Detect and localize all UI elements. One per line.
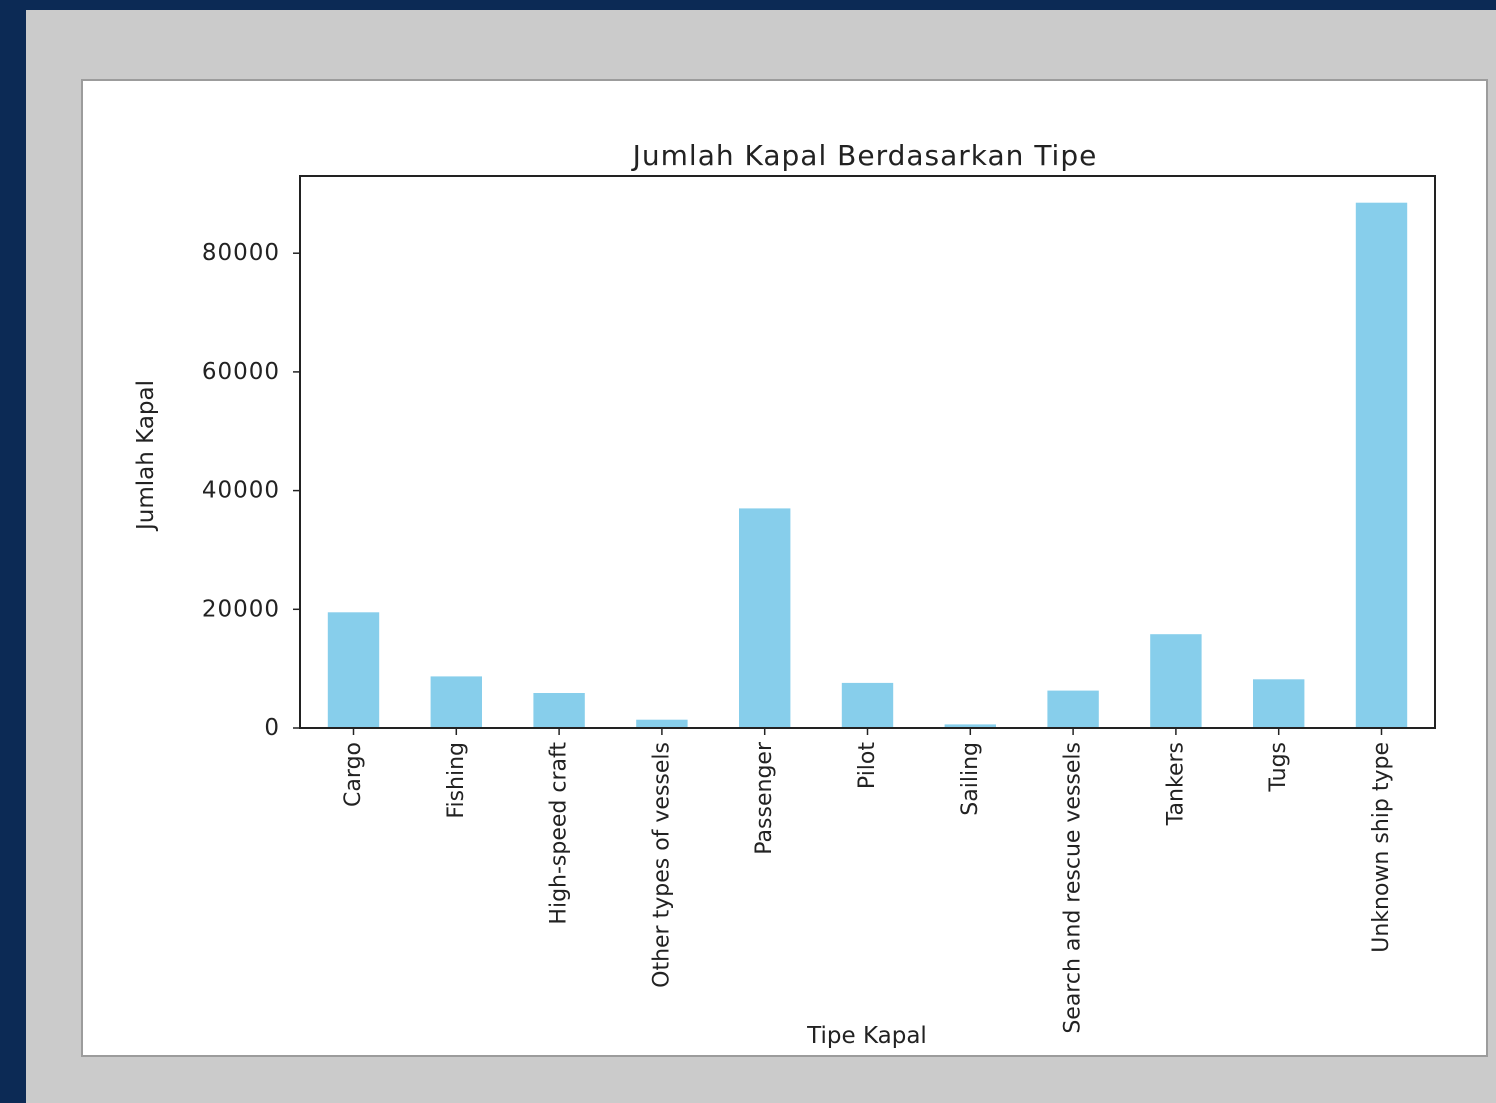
bar-passenger [739,508,791,728]
bars-layer [327,202,1408,728]
x-tick-label: Fishing [444,742,469,819]
chart-title: Jumlah Kapal Berdasarkan Tipe [631,139,1098,172]
bar-pilot [841,682,894,728]
bar-fishing [430,676,482,728]
x-tick-label: Pilot [855,742,880,789]
x-tick-label: Other types of vessels [649,742,674,988]
outer-frame: Jumlah Kapal Berdasarkan Tipe Jumlah Kap… [26,10,1496,1103]
bar-unknown-ship-type [1355,202,1408,728]
bar-other-types-of-vessels [636,719,688,728]
y-axis-label: Jumlah Kapal [133,380,159,532]
x-tick-label: Passenger [752,741,777,855]
x-tick-label: Search and rescue vessels [1061,742,1086,1034]
x-tick-label: Cargo [341,742,366,807]
x-tick-label: Unknown ship type [1369,742,1394,953]
bar-tugs [1253,679,1305,728]
x-tick-label: High-speed craft [547,742,572,925]
bar-tankers [1150,634,1202,728]
x-tick-label: Tankers [1163,742,1188,826]
y-ticks-layer: 0 20000 40000 60000 80000 [202,240,300,741]
x-tick-label: Tugs [1266,742,1291,792]
bar-sailing [944,724,996,728]
y-tick-label: 40000 [202,478,280,504]
bar-cargo [327,612,380,728]
x-tick-label: Sailing [958,742,983,816]
y-tick-label: 20000 [202,596,280,622]
chart-card: Jumlah Kapal Berdasarkan Tipe Jumlah Kap… [81,79,1488,1057]
y-tick-label: 0 [264,715,280,741]
plot-frame [299,175,1436,729]
bar-search-and-rescue-vessels [1047,690,1099,728]
x-axis-label: Tipe Kapal [806,1023,927,1049]
x-ticks-layer: Cargo Fishing High-speed craft Other types … [341,728,1394,1034]
bar-high-speed-craft [533,693,585,728]
bar-chart: Jumlah Kapal Berdasarkan Tipe Jumlah Kap… [133,139,1436,1049]
y-tick-label: 60000 [202,359,280,385]
y-tick-label: 80000 [202,240,280,266]
